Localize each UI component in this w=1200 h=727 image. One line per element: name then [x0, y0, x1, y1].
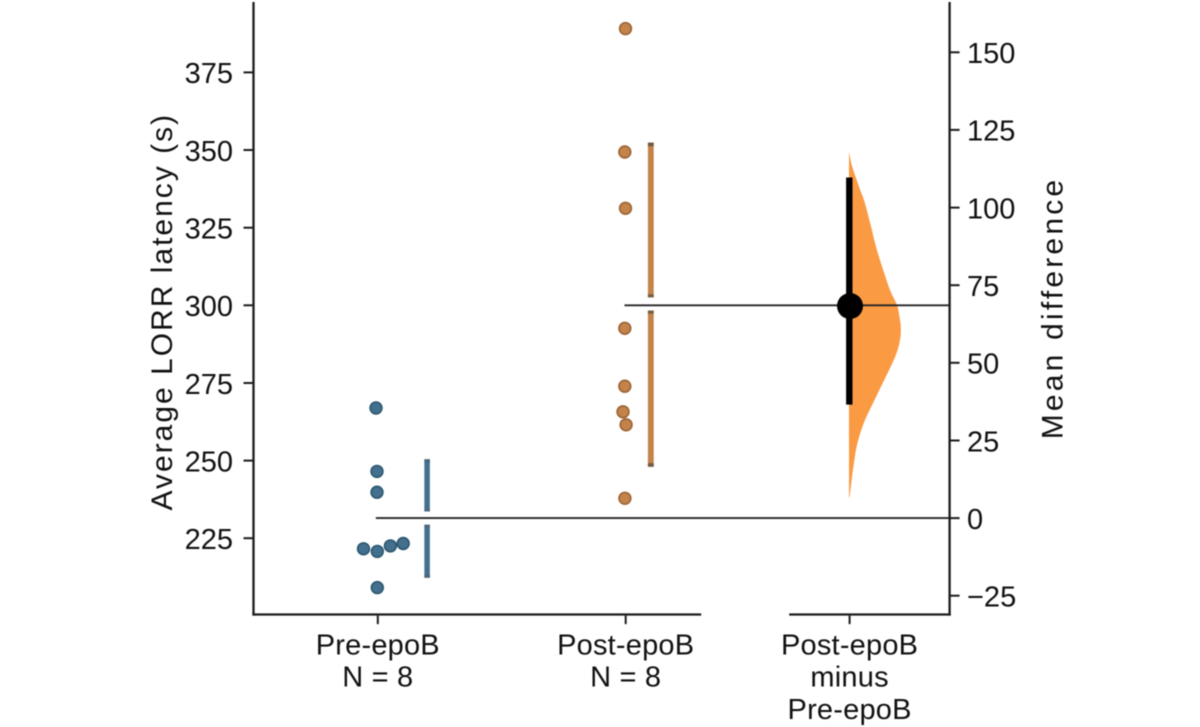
svg-text:Post-epoB: Post-epoB [557, 630, 694, 662]
svg-text:225: 225 [185, 524, 233, 556]
svg-text:300: 300 [185, 291, 233, 323]
svg-text:Post-epoB: Post-epoB [781, 630, 918, 662]
svg-text:100: 100 [967, 193, 1015, 225]
svg-text:Mean difference: Mean difference [1037, 177, 1070, 440]
svg-text:Pre-epoB: Pre-epoB [788, 694, 912, 726]
svg-text:N = 8: N = 8 [590, 662, 661, 694]
svg-text:25: 25 [967, 426, 999, 458]
svg-text:375: 375 [185, 58, 233, 90]
svg-text:N = 8: N = 8 [342, 662, 413, 694]
svg-text:150: 150 [967, 38, 1015, 70]
svg-text:125: 125 [967, 116, 1015, 148]
svg-text:350: 350 [185, 136, 233, 168]
svg-text:0: 0 [967, 504, 983, 536]
svg-text:Pre-epoB: Pre-epoB [316, 630, 440, 662]
svg-text:275: 275 [185, 369, 233, 401]
svg-text:−25: −25 [967, 582, 1016, 614]
svg-text:250: 250 [185, 446, 233, 478]
svg-text:325: 325 [185, 214, 233, 246]
svg-text:minus: minus [810, 662, 888, 694]
svg-text:Average LORR latency (s): Average LORR latency (s) [146, 113, 179, 511]
svg-text:75: 75 [967, 271, 999, 303]
svg-text:50: 50 [967, 349, 999, 381]
